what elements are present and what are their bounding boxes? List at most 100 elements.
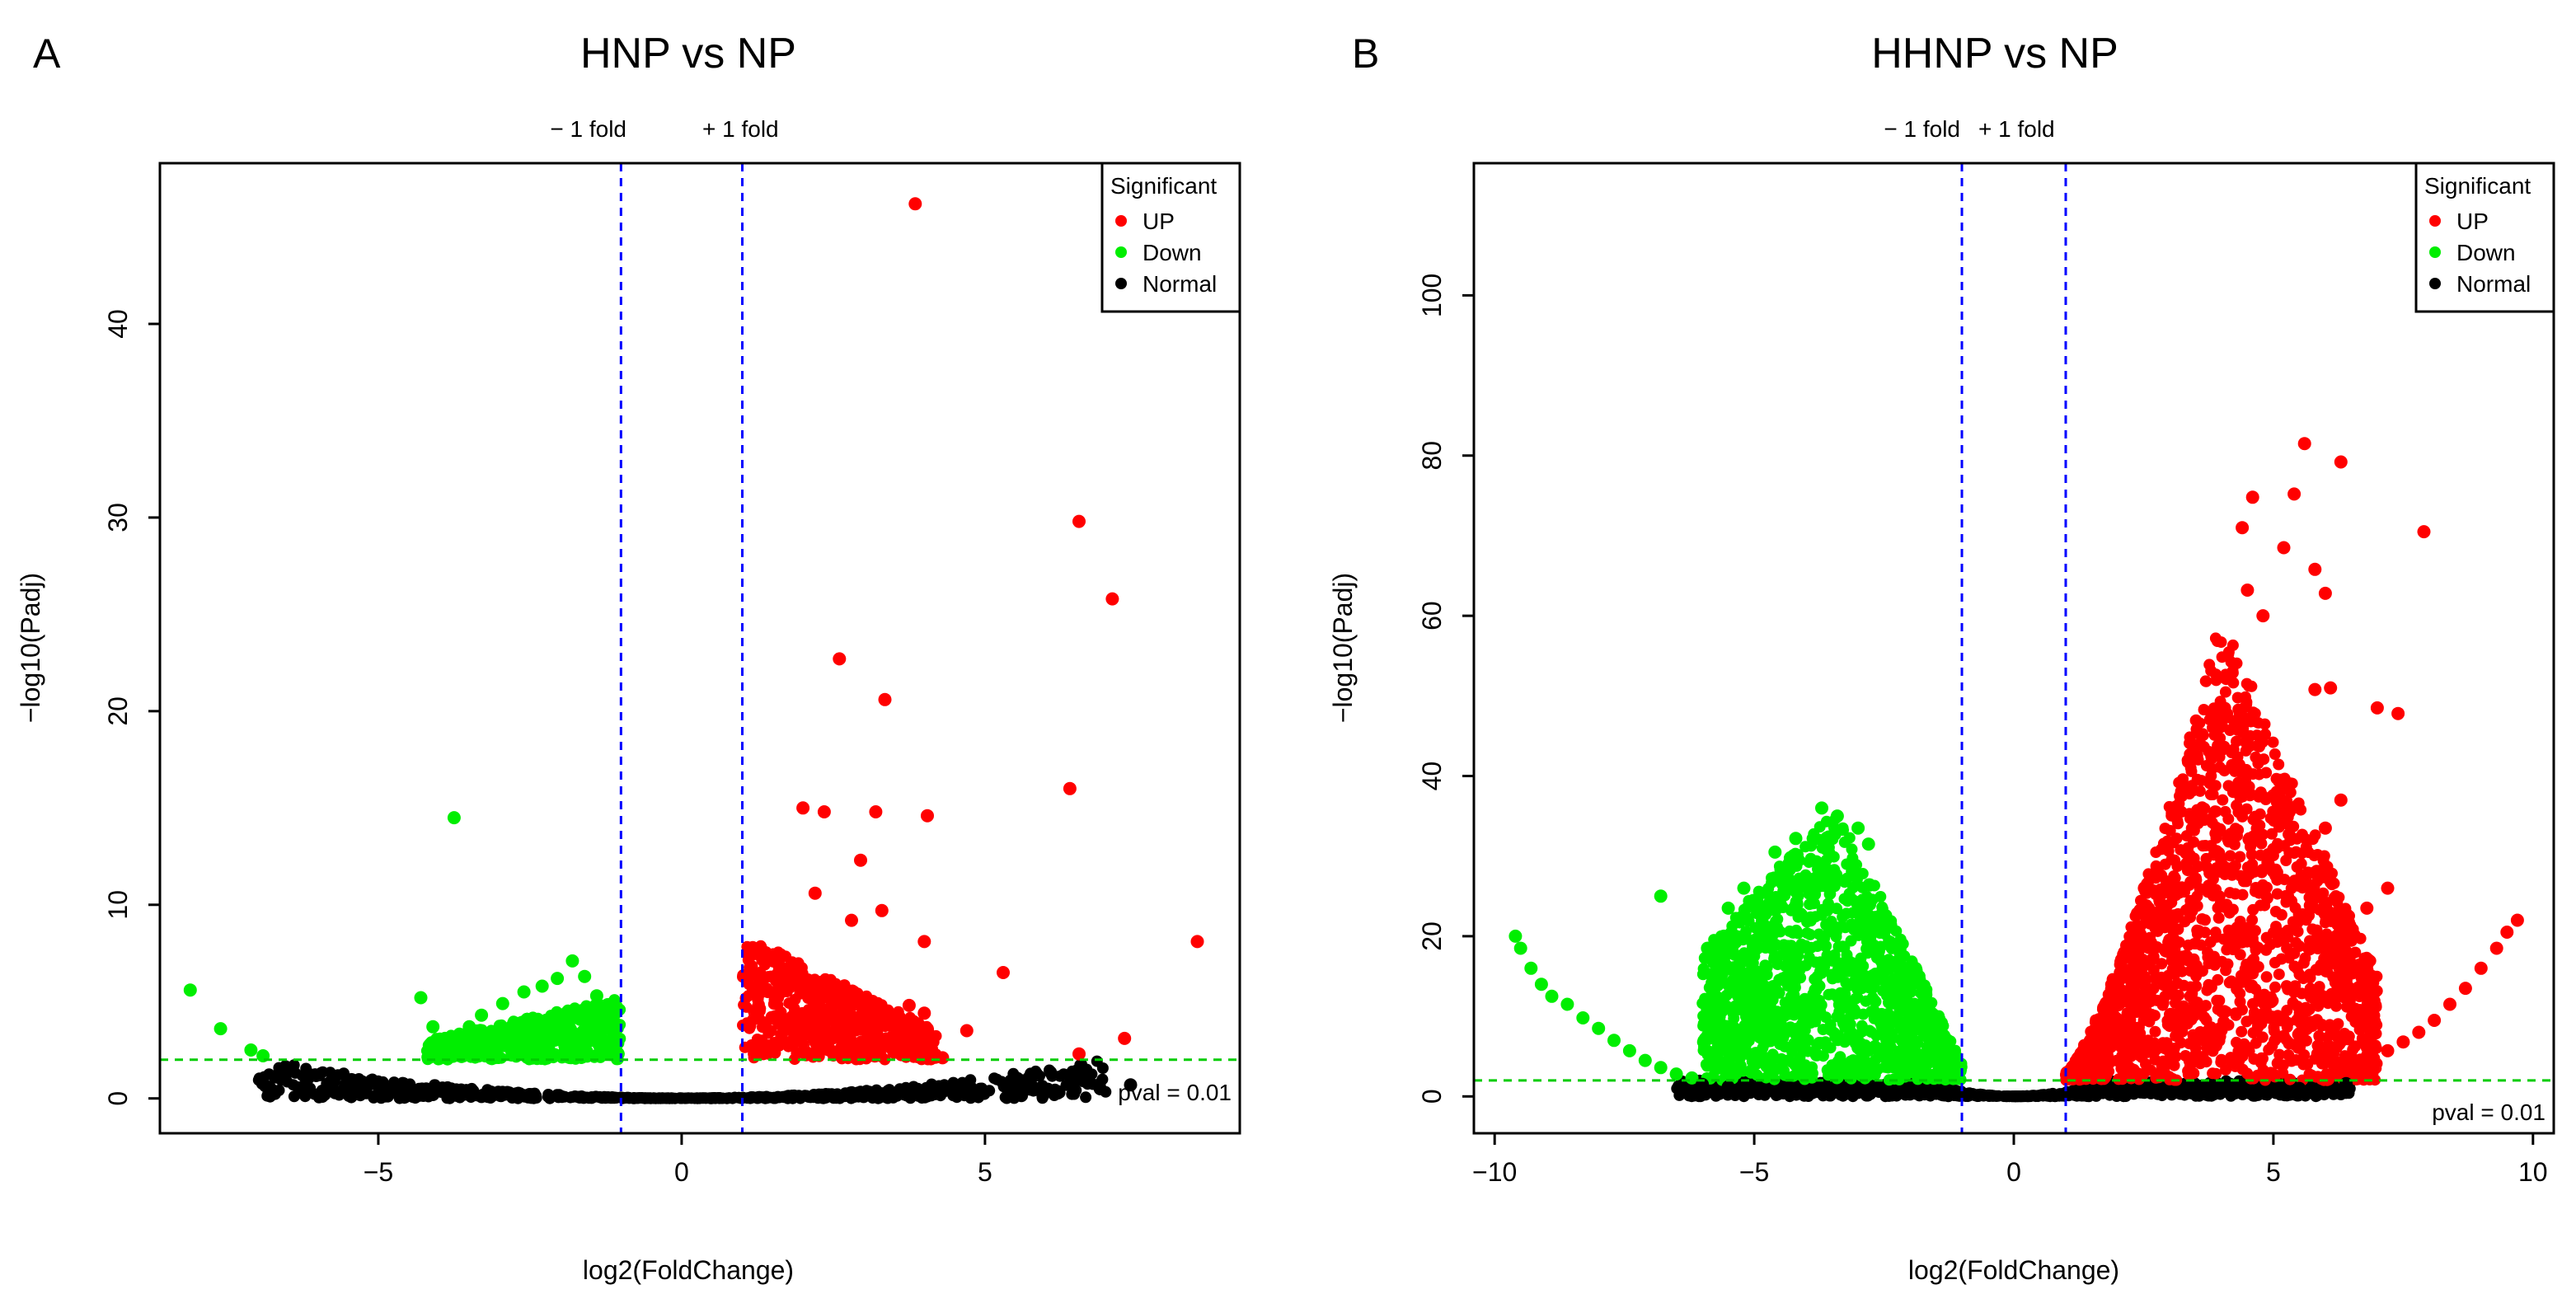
scatter-point-up	[737, 969, 749, 982]
scatter-point-up	[776, 976, 788, 988]
scatter-point-down	[518, 1018, 530, 1029]
scatter-point-normal	[1051, 1085, 1065, 1099]
scatter-point-up	[752, 994, 764, 1006]
scatter-point-up	[748, 1048, 760, 1060]
scatter-point-up	[905, 1015, 917, 1027]
scatter-point-normal	[323, 1084, 337, 1098]
panel-label-b: B	[1352, 30, 1379, 77]
scatter-point-up	[893, 1039, 907, 1053]
scatter-point-normal	[426, 1088, 440, 1101]
scatter-point-up	[858, 1006, 870, 1019]
legend-marker-normal-a	[1115, 278, 1127, 289]
scatter-point-down	[602, 1002, 616, 1016]
scatter-point-down	[1719, 1021, 1731, 1033]
scatter-point-down	[1754, 988, 1767, 1001]
scatter-point-normal	[2278, 1090, 2291, 1102]
scatter-point-up	[753, 940, 767, 954]
scatter-point-down	[1855, 895, 1866, 907]
scatter-point-normal	[460, 1084, 472, 1096]
scatter-point-normal	[253, 1072, 265, 1085]
scatter-point-normal	[263, 1085, 275, 1098]
scatter-point-normal	[1124, 1078, 1138, 1092]
x-tick-label: −5	[364, 1157, 393, 1187]
scatter-point-up	[802, 992, 814, 1004]
scatter-point-up	[908, 1024, 921, 1037]
chart-title-a: HNP vs NP	[580, 30, 796, 77]
scatter-point-down	[1917, 994, 1930, 1006]
scatter-point-up	[903, 1040, 916, 1052]
scatter-point-down	[472, 1047, 485, 1059]
scatter-point-up	[922, 1048, 935, 1061]
scatter-point-normal	[956, 1076, 969, 1089]
scatter-point-normal	[308, 1088, 321, 1100]
scatter-point-down	[1893, 1045, 1906, 1057]
scatter-point-normal	[2208, 1085, 2221, 1097]
scatter-point-down	[1873, 945, 1885, 958]
scatter-point-up	[817, 805, 831, 818]
scatter-point-down	[213, 1022, 228, 1036]
scatter-point-up	[780, 950, 792, 963]
scatter-point-down	[1748, 948, 1761, 960]
scatter-point-down	[508, 1048, 520, 1061]
scatter-point-down	[1831, 902, 1843, 915]
scatter-point-down	[1751, 907, 1762, 920]
scatter-point-up	[852, 994, 865, 1006]
scatter-point-up	[762, 1048, 774, 1060]
scatter-point-up	[768, 987, 781, 1000]
scatter-point-down	[1852, 1029, 1865, 1041]
scatter-point-down	[1768, 950, 1781, 963]
scatter-point-normal	[1036, 1085, 1049, 1097]
plot-frame-a	[158, 162, 1241, 1135]
scatter-point-normal	[897, 1085, 909, 1098]
scatter-point-down	[1815, 1037, 1827, 1049]
scatter-point-normal	[617, 1092, 629, 1104]
scatter-point-down	[572, 1037, 584, 1049]
scatter-point-normal	[274, 1072, 289, 1086]
scatter-point-down	[1734, 1052, 1746, 1065]
scatter-point-down	[565, 954, 579, 968]
scatter-point-down	[1908, 969, 1921, 982]
scatter-point-normal	[2306, 1084, 2319, 1096]
scatter-point-up	[892, 1006, 904, 1018]
scatter-point-normal	[1921, 1084, 1933, 1096]
scatter-point-up	[1063, 781, 1077, 795]
scatter-point-down	[1814, 821, 1826, 833]
scatter-point-normal	[287, 1066, 299, 1078]
scatter-point-up	[1072, 514, 1086, 528]
scatter-point-down	[1840, 907, 1852, 920]
scatter-point-up	[875, 903, 889, 917]
scatter-point-normal	[826, 1089, 838, 1101]
scatter-point-down	[432, 1047, 446, 1061]
scatter-point-down	[1751, 896, 1763, 908]
scatter-point-normal	[1950, 1085, 1962, 1096]
scatter-point-normal	[2053, 1090, 2065, 1101]
scatter-point-up	[762, 1027, 775, 1039]
scatter-point-normal	[504, 1087, 516, 1099]
scatter-point-normal	[334, 1085, 346, 1097]
scatter-point-down	[1789, 1059, 1801, 1071]
scatter-point-normal	[408, 1090, 420, 1102]
scatter-point-down	[438, 1031, 452, 1045]
scatter-point-up	[856, 1018, 870, 1032]
scatter-point-up	[751, 1034, 763, 1045]
scatter-point-down	[1824, 888, 1837, 900]
scatter-point-down	[1837, 999, 1850, 1011]
scatter-point-normal	[387, 1084, 400, 1096]
scatter-point-down	[1768, 871, 1781, 884]
scatter-point-down	[1777, 902, 1789, 913]
scatter-point-down	[495, 1019, 508, 1031]
scatter-point-normal	[542, 1089, 555, 1100]
scatter-point-normal	[947, 1076, 960, 1089]
scatter-point-normal	[923, 1088, 937, 1101]
scatter-point-up	[799, 1029, 811, 1042]
scatter-point-normal	[1070, 1084, 1082, 1096]
scatter-point-normal	[912, 1082, 924, 1095]
scatter-point-normal	[845, 1092, 857, 1104]
scatter-point-up	[762, 1039, 775, 1052]
scatter-point-down	[1731, 949, 1743, 962]
scatter-point-down	[1753, 1046, 1766, 1058]
scatter-point-down	[539, 1032, 551, 1044]
scatter-point-down	[1744, 989, 1757, 1001]
scatter-point-up	[828, 1045, 841, 1057]
scatter-point-up	[789, 993, 801, 1006]
